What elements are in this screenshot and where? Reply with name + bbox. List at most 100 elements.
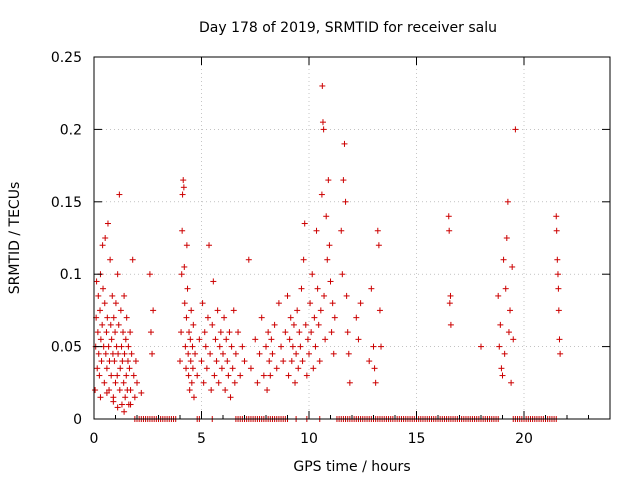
data-point — [134, 379, 140, 386]
data-point — [178, 271, 185, 278]
data-point — [127, 329, 134, 336]
data-point — [507, 307, 514, 314]
data-point — [223, 336, 230, 343]
data-point — [320, 126, 327, 133]
data-point — [112, 300, 119, 307]
data-point — [353, 314, 360, 321]
data-point — [95, 292, 102, 299]
data-point — [121, 408, 128, 415]
data-point — [104, 220, 111, 227]
data-point — [329, 300, 336, 307]
data-point — [304, 336, 311, 343]
data-point — [225, 372, 232, 379]
data-point — [188, 307, 195, 314]
y-tick-label: 0.2 — [60, 122, 82, 138]
data-point — [110, 314, 117, 321]
data-point — [301, 220, 308, 227]
data-point — [502, 285, 509, 292]
data-point — [265, 329, 272, 336]
data-point — [128, 350, 135, 357]
data-point — [501, 350, 508, 357]
data-point — [99, 242, 106, 249]
data-point — [446, 227, 453, 234]
data-point — [302, 321, 309, 328]
data-point — [505, 329, 512, 336]
data-point — [508, 379, 515, 386]
data-point — [311, 314, 318, 321]
data-point — [120, 329, 127, 336]
data-point — [309, 271, 316, 278]
data-point — [299, 358, 306, 365]
data-point — [210, 278, 217, 285]
x-tick-label: 15 — [408, 431, 426, 447]
data-point — [247, 365, 254, 372]
data-point — [504, 198, 511, 205]
tick-labels: 0 5 10 15 20 0 0.05 0.1 0.15 0.2 0.25 — [51, 50, 533, 447]
data-point — [183, 242, 190, 249]
data-point — [555, 285, 562, 292]
data-point — [111, 358, 118, 365]
data-point — [131, 394, 138, 401]
data-point — [112, 329, 119, 336]
x-tick-label: 10 — [300, 431, 318, 447]
data-point — [97, 307, 104, 314]
data-point — [126, 365, 133, 372]
data-point — [121, 292, 128, 299]
data-point — [227, 394, 234, 401]
data-point — [202, 343, 209, 350]
data-point — [278, 343, 285, 350]
data-point — [127, 401, 134, 408]
data-point — [127, 387, 134, 394]
data-point — [118, 343, 125, 350]
data-point — [287, 314, 294, 321]
data-point — [213, 358, 220, 365]
data-point — [267, 372, 274, 379]
data-point — [554, 271, 561, 278]
data-point — [376, 307, 383, 314]
data-point — [230, 307, 237, 314]
data-point — [294, 307, 301, 314]
data-point — [297, 343, 304, 350]
data-point — [241, 358, 248, 365]
data-point — [499, 372, 506, 379]
data-point — [222, 387, 229, 394]
data-point — [108, 372, 115, 379]
data-point — [120, 379, 127, 386]
data-point — [342, 198, 349, 205]
data-point — [124, 358, 131, 365]
data-point — [183, 365, 190, 372]
data-point — [109, 350, 116, 357]
data-point — [190, 394, 197, 401]
data-point — [557, 350, 564, 357]
data-point — [338, 227, 345, 234]
data-point — [94, 329, 101, 336]
data-point — [271, 321, 278, 328]
data-point — [315, 321, 322, 328]
data-point — [132, 358, 139, 365]
data-point — [117, 365, 124, 372]
data-point — [290, 321, 297, 328]
y-axis-label: SRMTID / TECUs — [7, 182, 23, 295]
data-point — [203, 365, 210, 372]
x-tick-label: 5 — [197, 431, 206, 447]
data-point — [185, 350, 192, 357]
data-point — [355, 336, 362, 343]
data-point — [115, 321, 122, 328]
data-point — [344, 329, 351, 336]
data-point — [95, 350, 102, 357]
data-point — [100, 285, 107, 292]
data-point — [331, 314, 338, 321]
data-point — [378, 343, 385, 350]
data-point — [319, 119, 326, 126]
data-point — [323, 213, 330, 220]
data-point — [221, 314, 228, 321]
data-point — [105, 343, 112, 350]
data-point — [201, 329, 208, 336]
data-point — [317, 307, 324, 314]
data-point — [108, 336, 115, 343]
data-point — [101, 379, 108, 386]
data-point — [447, 292, 454, 299]
data-point — [226, 329, 233, 336]
data-point — [118, 401, 125, 408]
data-point — [375, 242, 382, 249]
